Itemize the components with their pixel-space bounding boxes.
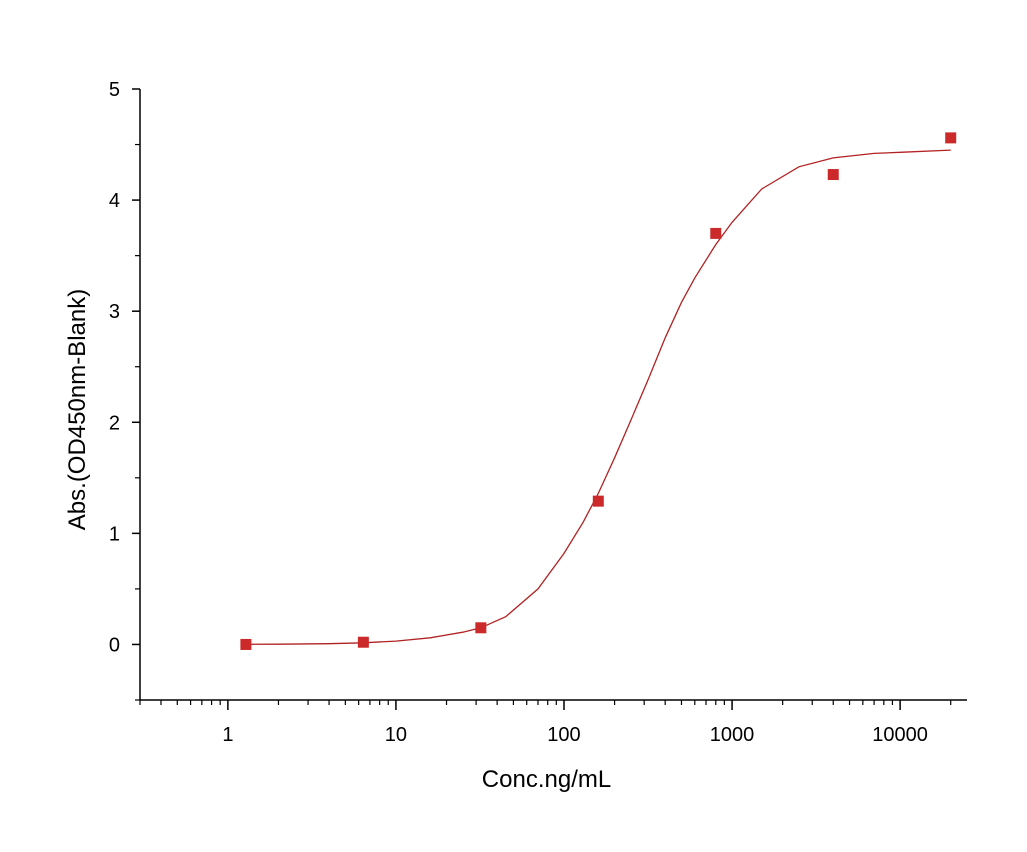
y-tick-label: 1 [109,523,120,545]
y-tick-label: 0 [109,634,120,656]
y-tick-label: 3 [109,301,120,323]
data-point [945,132,957,144]
x-tick-label: 100 [547,724,580,746]
axes: 0 1 2 3 4 5 1 10 100 1000 10000 [109,79,967,746]
x-tick-label: 10 [385,724,407,746]
data-point [240,638,252,650]
data-point [827,169,839,181]
y-tick-label: 2 [109,412,120,434]
y-axis-label: Abs.(OD450nm-Blank) [64,289,91,530]
data-point [710,227,722,239]
x-tick-label: 1 [222,724,233,746]
data-point [475,622,487,634]
y-tick-label: 4 [109,190,120,212]
x-tick-label: 1000 [710,724,755,746]
fit-curve [245,149,951,645]
x-tick-label: 10000 [872,724,928,746]
data-point [592,495,604,507]
plot-area [240,132,957,650]
data-point [357,636,369,648]
x-axis-label: Conc.ng/mL [482,766,611,793]
y-tick-label: 5 [109,79,120,101]
